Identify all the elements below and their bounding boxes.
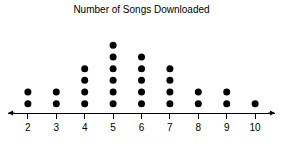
svg-text:3: 3 xyxy=(54,122,60,133)
svg-text:7: 7 xyxy=(167,122,173,133)
svg-text:10: 10 xyxy=(250,122,262,133)
svg-text:2: 2 xyxy=(25,122,31,133)
svg-text:9: 9 xyxy=(224,122,230,133)
svg-text:4: 4 xyxy=(82,122,88,133)
svg-text:6: 6 xyxy=(139,122,145,133)
svg-text:8: 8 xyxy=(196,122,202,133)
svg-text:5: 5 xyxy=(110,122,116,133)
svg-text:Number of Songs Downloaded: Number of Songs Downloaded xyxy=(73,4,209,15)
